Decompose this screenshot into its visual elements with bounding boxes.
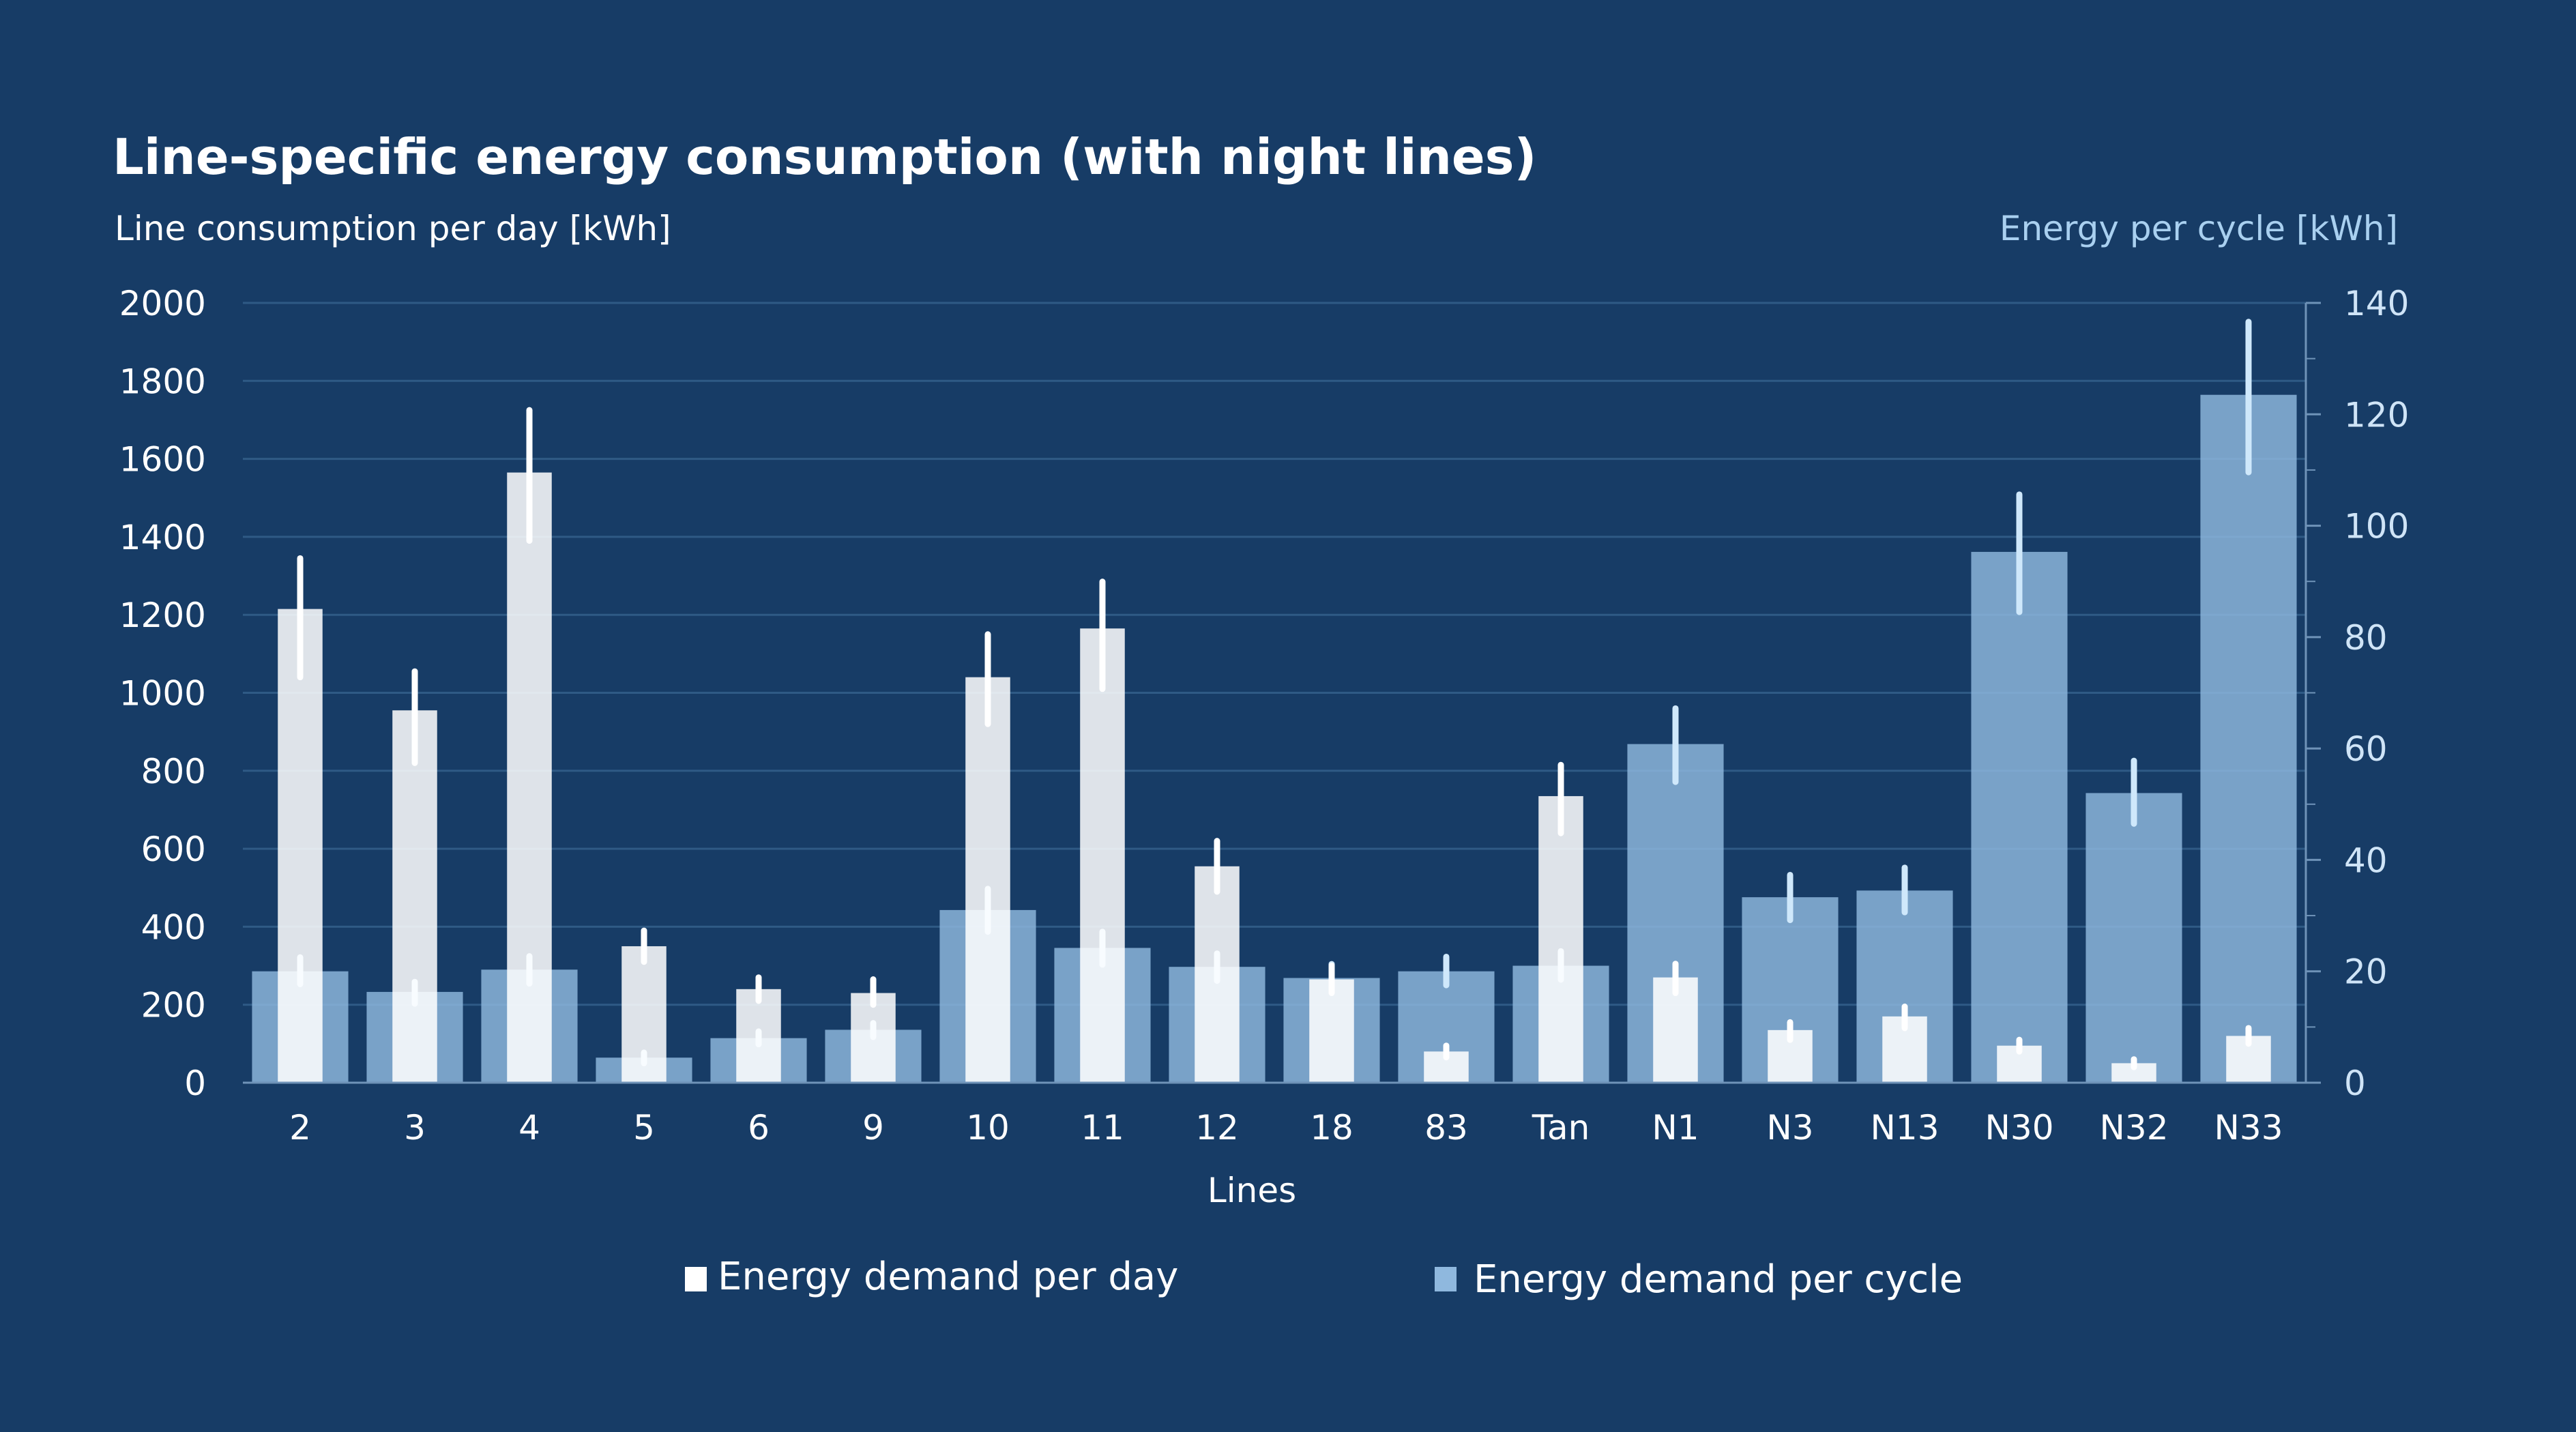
bar-day xyxy=(965,677,1010,1083)
y-left-tick-label: 1200 xyxy=(119,596,206,635)
y-left-tick-label: 600 xyxy=(141,830,206,869)
gridlines xyxy=(243,302,2306,1006)
y-left-tick-label: 1800 xyxy=(119,362,206,401)
bar-day xyxy=(1195,866,1240,1083)
x-tick-label: 4 xyxy=(518,1108,540,1148)
bar-day xyxy=(736,989,781,1083)
bar-cycle xyxy=(2085,793,2182,1083)
y-right-tick-label: 80 xyxy=(2344,618,2388,658)
y-left-tick-label: 1000 xyxy=(119,674,206,714)
y-left-tick-label: 200 xyxy=(141,986,206,1025)
y-right-tick-label: 120 xyxy=(2344,395,2409,435)
y-left-tick-label: 400 xyxy=(141,907,206,947)
y-right-tick-label: 40 xyxy=(2344,841,2388,880)
y-left-tick-label: 2000 xyxy=(119,284,206,323)
y-right-tick-label: 100 xyxy=(2344,507,2409,546)
bar-day xyxy=(621,946,667,1083)
bar-day xyxy=(507,472,552,1083)
x-tick-label: 9 xyxy=(862,1108,884,1148)
bar-day xyxy=(392,710,437,1083)
cycle-series xyxy=(252,319,2297,1083)
x-tick-label: 11 xyxy=(1081,1108,1124,1148)
bar-day xyxy=(1080,628,1125,1083)
y-right-tick-label: 0 xyxy=(2344,1064,2366,1103)
x-tick-label: 12 xyxy=(1195,1108,1239,1148)
x-tick-label: 2 xyxy=(289,1108,311,1148)
legend-label-day: Energy demand per day xyxy=(718,1255,1178,1299)
x-tick-label: N13 xyxy=(1870,1108,1939,1148)
x-tick-label: 6 xyxy=(748,1108,770,1148)
chart-title: Line-specific energy consumption (with n… xyxy=(113,128,1536,186)
x-tick-label: N33 xyxy=(2214,1108,2283,1148)
left-axis-title: Line consumption per day [kWh] xyxy=(115,209,671,248)
x-axis-title: Lines xyxy=(1208,1171,1296,1210)
x-tick-label: N32 xyxy=(2099,1108,2168,1148)
x-tick-label: 18 xyxy=(1310,1108,1353,1148)
day-series xyxy=(278,407,2271,1083)
legend-label-cycle: Energy demand per cycle xyxy=(1474,1257,1963,1302)
bar-day xyxy=(1538,795,1583,1083)
right-axis-title: Energy per cycle [kWh] xyxy=(2000,209,2398,248)
x-tick-label: 10 xyxy=(966,1108,1010,1148)
bar-cycle xyxy=(1971,551,2068,1083)
legend-swatch-cycle xyxy=(1435,1267,1457,1291)
axes: 2000180016001400120010008006004002000140… xyxy=(119,284,2410,1148)
x-tick-label: N30 xyxy=(1985,1108,2053,1148)
x-tick-label: 83 xyxy=(1424,1108,1468,1148)
x-tick-label: Tan xyxy=(1532,1108,1590,1148)
y-right-tick-label: 20 xyxy=(2344,952,2388,992)
y-left-tick-label: 1600 xyxy=(119,440,206,480)
y-right-tick-label: 60 xyxy=(2344,729,2388,769)
bar-day xyxy=(851,993,896,1083)
legend: Energy demand per day Energy demand per … xyxy=(685,1255,1963,1302)
y-left-tick-label: 800 xyxy=(141,752,206,791)
x-tick-label: N3 xyxy=(1766,1108,1813,1148)
y-left-tick-label: 1400 xyxy=(119,518,206,557)
y-left-tick-label: 0 xyxy=(184,1064,206,1103)
y-right-tick-label: 140 xyxy=(2344,284,2409,323)
x-tick-label: 5 xyxy=(633,1108,655,1148)
bar-day xyxy=(278,609,323,1083)
bar-day xyxy=(1309,979,1354,1083)
x-tick-label: N1 xyxy=(1652,1108,1699,1148)
x-tick-label: 3 xyxy=(404,1108,426,1148)
legend-swatch-day xyxy=(685,1267,707,1291)
bar-cycle xyxy=(2200,394,2297,1083)
